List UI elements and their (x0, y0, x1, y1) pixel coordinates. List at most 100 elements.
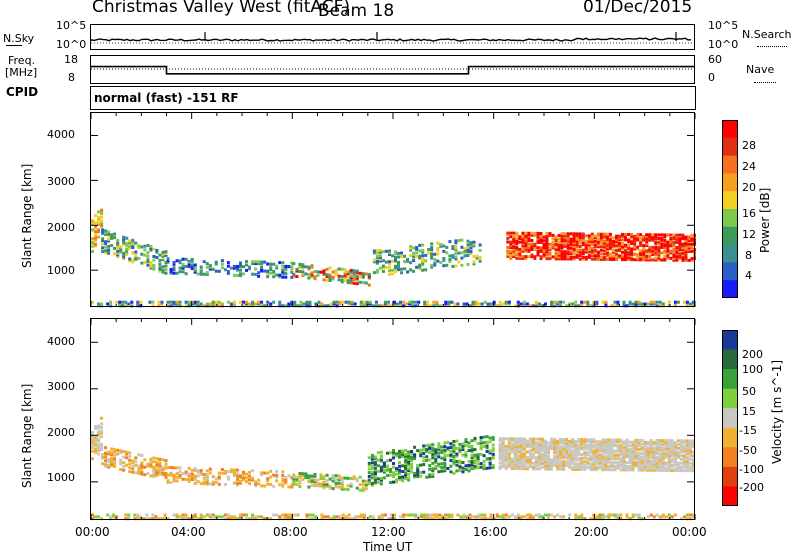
heatmap-cell (125, 236, 129, 240)
heatmap-cell (560, 234, 564, 237)
heatmap-cell (419, 474, 423, 478)
heatmap-cell (471, 302, 475, 306)
heatmap-cell (163, 515, 167, 519)
heatmap-cell (352, 276, 356, 280)
heatmap-cell (290, 517, 294, 521)
heatmap-cell (205, 271, 209, 275)
heatmap-cell (445, 263, 449, 267)
heatmap-cell (352, 272, 356, 276)
heatmap-cell (633, 252, 637, 256)
heatmap-cell (331, 479, 335, 483)
heatmap-cell (527, 248, 531, 251)
heatmap-cell (113, 232, 117, 236)
heatmap-cell (421, 248, 425, 252)
heatmap-cell (164, 462, 168, 466)
heatmap-cell (400, 255, 403, 259)
heatmap-cell (438, 304, 442, 308)
heatmap-cell (583, 454, 587, 458)
heatmap-cell (172, 271, 176, 275)
heatmap-cell (190, 258, 194, 261)
heatmap-cell (335, 304, 339, 308)
heatmap-cell (575, 253, 579, 257)
heatmap-cell (320, 513, 324, 517)
heatmap-cell (504, 302, 508, 306)
heatmap-cell (593, 243, 597, 247)
heatmap-cell (519, 452, 523, 456)
heatmap-cell (373, 477, 377, 481)
heatmap-cell (100, 448, 104, 452)
heatmap-cell (643, 448, 647, 452)
heatmap-cell (374, 300, 378, 304)
heatmap-cell (358, 483, 362, 487)
heatmap-cell (625, 461, 629, 464)
heatmap-cell (423, 517, 427, 521)
heatmap-cell (639, 238, 643, 242)
heatmap-cell (545, 242, 549, 246)
heatmap-cell (301, 266, 305, 270)
heatmap-cell (122, 461, 126, 465)
heatmap-cell (202, 515, 206, 519)
heatmap-cell (666, 253, 670, 257)
heatmap-cell (325, 483, 329, 486)
heatmap-cell (604, 447, 608, 451)
heatmap-cell (639, 252, 643, 256)
heatmap-cell (480, 513, 484, 517)
heatmap-cell (320, 304, 324, 308)
heatmap-cell (472, 262, 476, 266)
heatmap-cell (516, 467, 520, 471)
heatmap-cell (572, 239, 576, 243)
heatmap-cell (670, 469, 674, 472)
heatmap-cell (657, 254, 661, 258)
heatmap-cell (287, 515, 291, 519)
heatmap-cell (406, 259, 410, 263)
heatmap-cell (169, 481, 173, 484)
heatmap-cell (304, 265, 308, 269)
heatmap-cell (616, 462, 620, 466)
heatmap-cell (349, 276, 353, 280)
heatmap-cell (383, 513, 387, 517)
heatmap-cell (408, 513, 412, 517)
heatmap-cell (506, 240, 510, 244)
heatmap-cell (684, 257, 688, 260)
heatmap-cell (97, 221, 100, 225)
heatmap-cell (402, 513, 406, 517)
heatmap-cell (457, 260, 461, 264)
heatmap-cell (685, 302, 689, 306)
heatmap-cell (199, 471, 203, 474)
heatmap-cell (525, 443, 529, 447)
heatmap-cell (590, 239, 594, 243)
heatmap-cell (314, 304, 318, 308)
heatmap-cell (166, 304, 170, 308)
heatmap-cell (586, 440, 590, 444)
heatmap-cell (684, 240, 688, 244)
heatmap-cell (678, 253, 682, 257)
heatmap-cell (521, 249, 525, 253)
heatmap-cell (616, 438, 620, 442)
heatmap-cell (531, 456, 535, 460)
heatmap-cell (530, 242, 534, 246)
heatmap-cell (637, 457, 641, 461)
heatmap-cell (470, 450, 474, 454)
heatmap-cell (562, 460, 566, 464)
heatmap-cell (272, 513, 276, 517)
heatmap-cell (661, 441, 665, 444)
heatmap-cell (404, 454, 408, 458)
heatmap-cell (571, 449, 575, 453)
heatmap-cell (447, 300, 451, 304)
heatmap-cell (575, 239, 579, 243)
heatmap-cell (636, 247, 640, 251)
heatmap-cell (137, 466, 141, 470)
heatmap-cell (692, 459, 695, 463)
heatmap-cell (110, 244, 114, 248)
heatmap-cell (601, 466, 605, 470)
heatmap-cell (428, 451, 432, 454)
heatmap-cell (355, 276, 359, 280)
heatmap-cell (226, 470, 230, 474)
heatmap-cell (538, 441, 541, 445)
heatmap-cell (446, 467, 450, 470)
heatmap-cell (577, 438, 581, 442)
heatmap-cell (378, 250, 382, 254)
heatmap-cell (107, 250, 111, 254)
heatmap-cell (515, 242, 519, 246)
heatmap-cell (598, 458, 602, 462)
